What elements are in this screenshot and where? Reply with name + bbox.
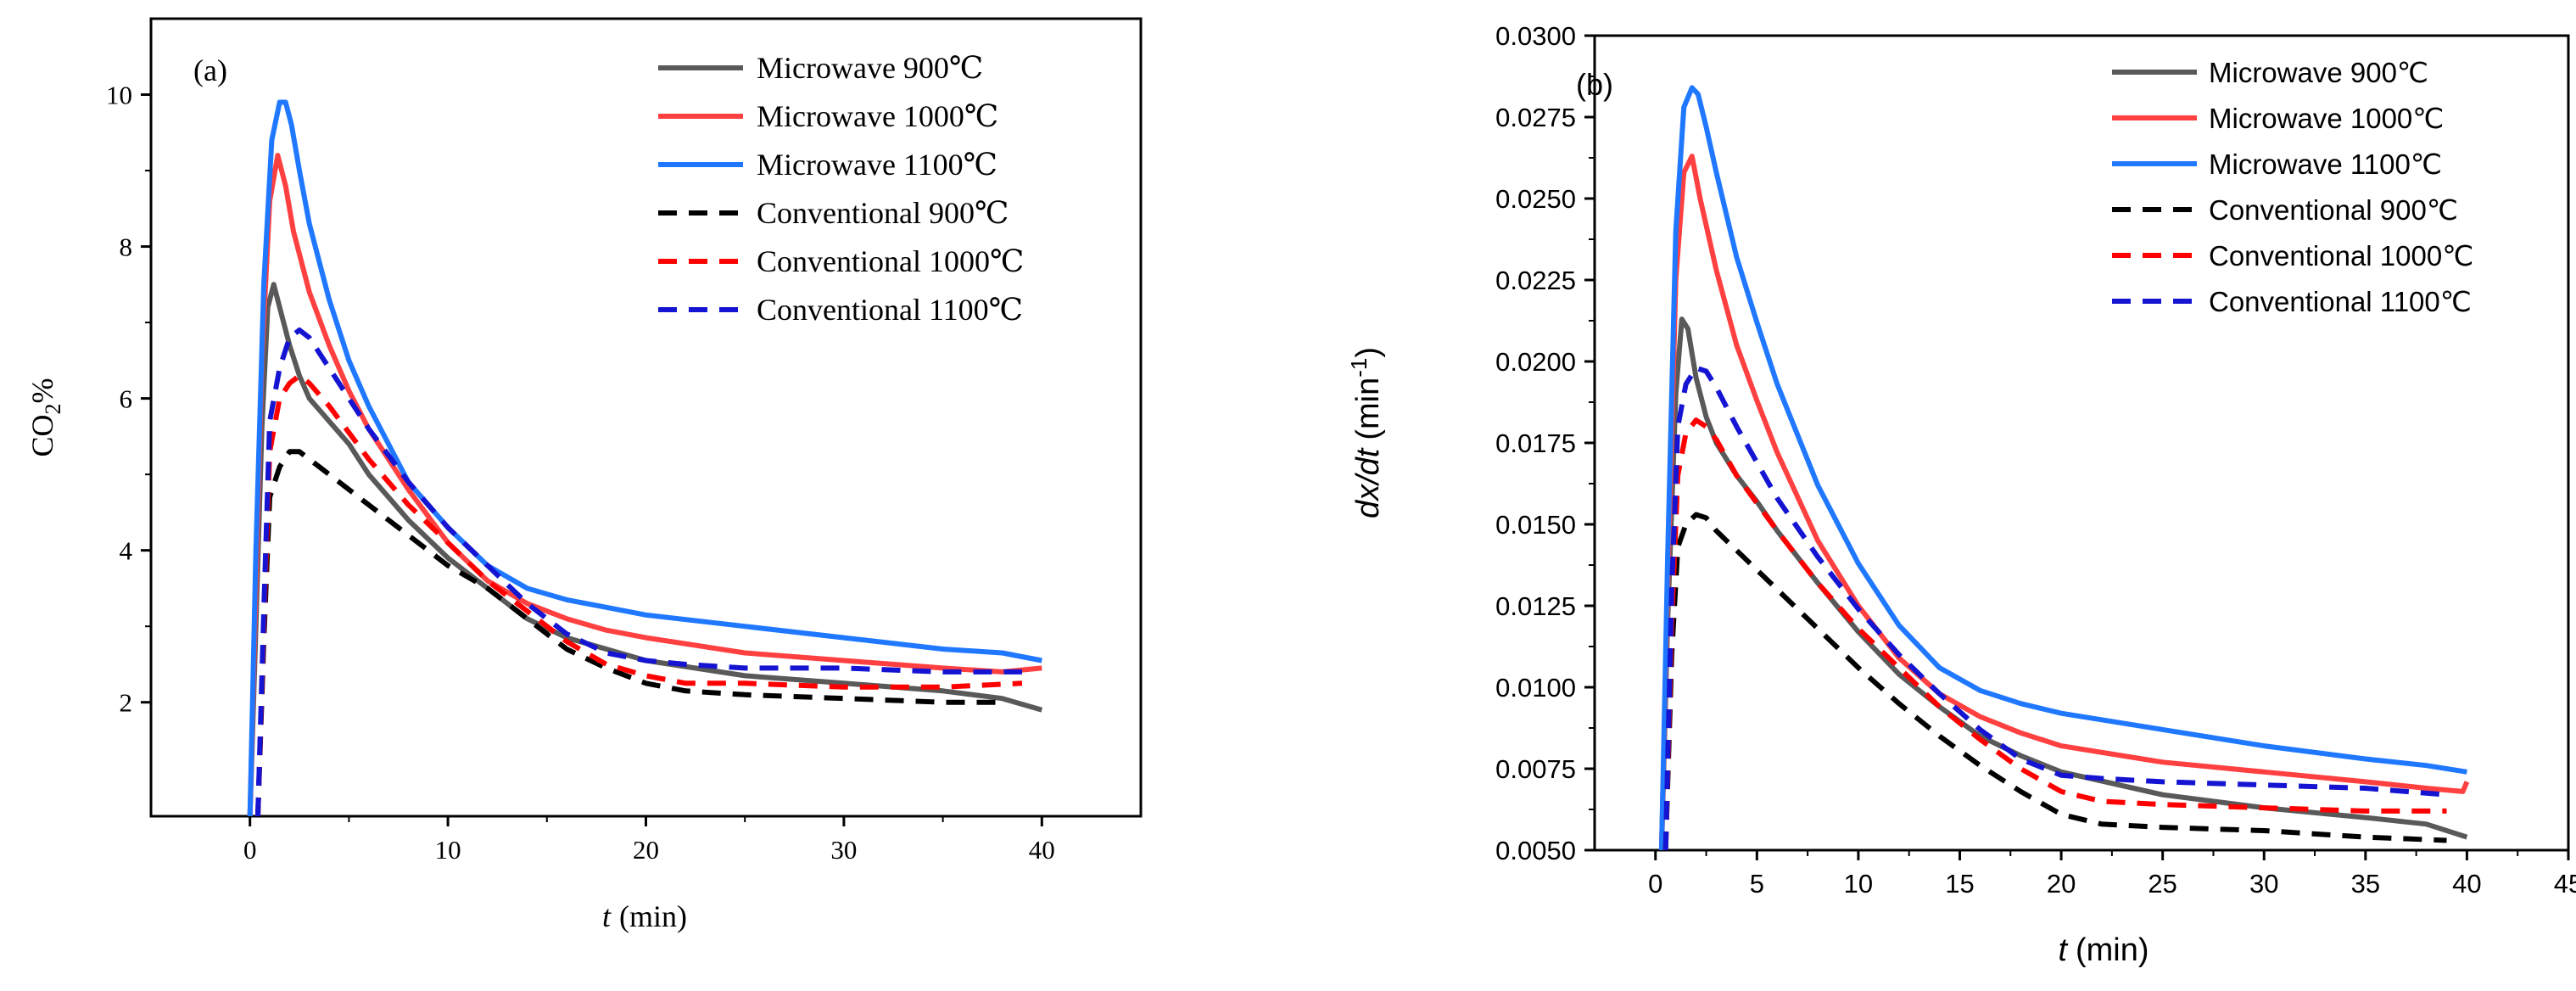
panel-b-x-axis-var: t bbox=[2058, 932, 2068, 968]
panel-a-legend-label: Conventional 900℃ bbox=[757, 196, 1009, 230]
panel-b-x-tick-label: 15 bbox=[1945, 869, 1974, 899]
panel-b-legend-label: Conventional 1100℃ bbox=[2209, 286, 2472, 317]
panel-b-y-axis-var: dx/dt bbox=[1350, 447, 1386, 518]
panel-b-x-tick-label: 35 bbox=[2351, 869, 2380, 899]
panel-a-legend: Microwave 900℃ Microwave 1000℃ Microwave 1… bbox=[658, 51, 1024, 327]
panel-b-x-axis-unit: (min) bbox=[2076, 932, 2149, 968]
panel-a-chart: 0 10 20 30 40 2 4 6 8 10 Microwave 900℃ Microwave 1… bbox=[25, 17, 1143, 933]
panel-b-series-line-6 bbox=[1662, 365, 2447, 850]
panel-a-y-axis-suffix: % bbox=[25, 378, 59, 403]
panel-b-x-tick-label: 30 bbox=[2249, 869, 2278, 899]
panel-b-x-tick-label: 10 bbox=[1844, 869, 1873, 899]
panel-b-x-tick-label: 5 bbox=[1750, 869, 1764, 899]
panel-a-x-tick-label: 20 bbox=[633, 835, 659, 865]
panel-a-x-axis-unit: (min) bbox=[619, 899, 687, 933]
panel-b-y-tick-label: 0.0100 bbox=[1495, 673, 1576, 703]
panel-b-y-tick-label: 0.0075 bbox=[1495, 754, 1576, 784]
panel-b-y-tick-label: 0.0050 bbox=[1495, 836, 1576, 865]
panel-b-legend: Microwave 900℃ Microwave 1000℃ Microwave 1… bbox=[2112, 57, 2473, 317]
panel-a-x-tick-label: 30 bbox=[830, 835, 857, 865]
panel-a-series-line-5 bbox=[255, 372, 1023, 816]
panel-a-legend-label: Microwave 900℃ bbox=[757, 51, 983, 85]
panel-a-panel-label: (a) bbox=[193, 53, 227, 87]
panel-b-y-axis-sup: -1 bbox=[1346, 358, 1372, 378]
panel-a-series-line-3 bbox=[247, 99, 1042, 816]
panel-a-x-tick-label: 0 bbox=[243, 835, 257, 865]
panel-a-series-line-2 bbox=[247, 153, 1042, 816]
panel-a-y-axis-sub: 2 bbox=[41, 403, 65, 414]
panel-b-series-line-3 bbox=[1658, 85, 2467, 850]
panel-a-y-tick-label: 10 bbox=[106, 81, 132, 110]
panel-b-legend-label: Conventional 1000℃ bbox=[2209, 240, 2473, 272]
panel-b-y-axis-unit: (min bbox=[1350, 378, 1386, 440]
panel-a-y-tick-label: 8 bbox=[120, 232, 133, 262]
panel-b-x-tick-label: 0 bbox=[1648, 869, 1662, 899]
panel-a-legend-label: Conventional 1100℃ bbox=[757, 293, 1023, 327]
panel-b-series-line-5 bbox=[1662, 417, 2447, 850]
panel-a-x-axis-label: t (min) bbox=[602, 899, 687, 933]
panel-b-panel-label: (b) bbox=[1576, 67, 1613, 102]
panel-a-legend-label: Microwave 1000℃ bbox=[757, 99, 998, 133]
panel-b-series-group bbox=[1658, 85, 2470, 850]
panel-a-y-tick-label: 6 bbox=[120, 384, 133, 414]
panel-b-y-tick-label: 0.0200 bbox=[1495, 347, 1576, 377]
panel-b-y-axis-label: dx/dt (min-1) bbox=[1346, 347, 1386, 518]
panel-b-x-tick-label: 25 bbox=[2148, 869, 2176, 899]
panel-b-y-axis-close: ) bbox=[1350, 347, 1386, 358]
panel-b-legend-label: Microwave 900℃ bbox=[2209, 57, 2428, 88]
panel-a-y-axis-label: CO2% bbox=[25, 378, 65, 456]
panel-b-legend-label: Microwave 1100℃ bbox=[2209, 148, 2442, 180]
panel-b-series-line-4 bbox=[1662, 512, 2447, 850]
panel-a-y-axis-main: CO bbox=[25, 414, 59, 456]
panel-b-legend-label: Microwave 1000℃ bbox=[2209, 103, 2444, 134]
panel-b-y-tick-label: 0.0275 bbox=[1495, 103, 1576, 132]
panel-b-x-tick-label: 20 bbox=[2047, 869, 2076, 899]
panel-b-y-tick-label: 0.0175 bbox=[1495, 428, 1576, 458]
panel-b-legend-label: Conventional 900℃ bbox=[2209, 194, 2458, 226]
panel-b-y-tick-label: 0.0150 bbox=[1495, 510, 1576, 540]
panel-a-series-line-6 bbox=[255, 328, 1022, 816]
panel-b-x-tick-label: 45 bbox=[2554, 869, 2576, 899]
panel-b-x-tick-label: 40 bbox=[2452, 869, 2481, 899]
panel-a-series-line-4 bbox=[255, 449, 1003, 816]
panel-a-series-group bbox=[247, 99, 1043, 816]
panel-a-x-axis-var: t bbox=[602, 899, 612, 933]
panel-b-chart: 0 5 10 15 20 25 30 35 40 45 0.0050 0.0075 0.0100 0.01… bbox=[1346, 21, 2576, 968]
panel-b-y-tick-label: 0.0125 bbox=[1495, 591, 1576, 621]
panel-a-legend-label: Conventional 1000℃ bbox=[757, 244, 1024, 278]
panel-a-y-tick-label: 2 bbox=[120, 688, 133, 718]
panel-a-series-line-1 bbox=[247, 282, 1043, 816]
panel-a-x-tick-label: 40 bbox=[1029, 835, 1055, 865]
panel-b-y-tick-label: 0.0225 bbox=[1495, 266, 1576, 295]
panel-b-x-axis-label: t (min) bbox=[2058, 932, 2149, 968]
panel-b-y-tick-label: 0.0250 bbox=[1495, 184, 1576, 214]
panel-a-y-tick-label: 4 bbox=[120, 536, 133, 566]
panel-a-x-tick-label: 10 bbox=[435, 835, 461, 865]
panel-b-y-tick-label: 0.0300 bbox=[1495, 21, 1576, 51]
panel-b-series-line-1 bbox=[1658, 316, 2468, 850]
panel-a-legend-label: Microwave 1100℃ bbox=[757, 148, 997, 182]
